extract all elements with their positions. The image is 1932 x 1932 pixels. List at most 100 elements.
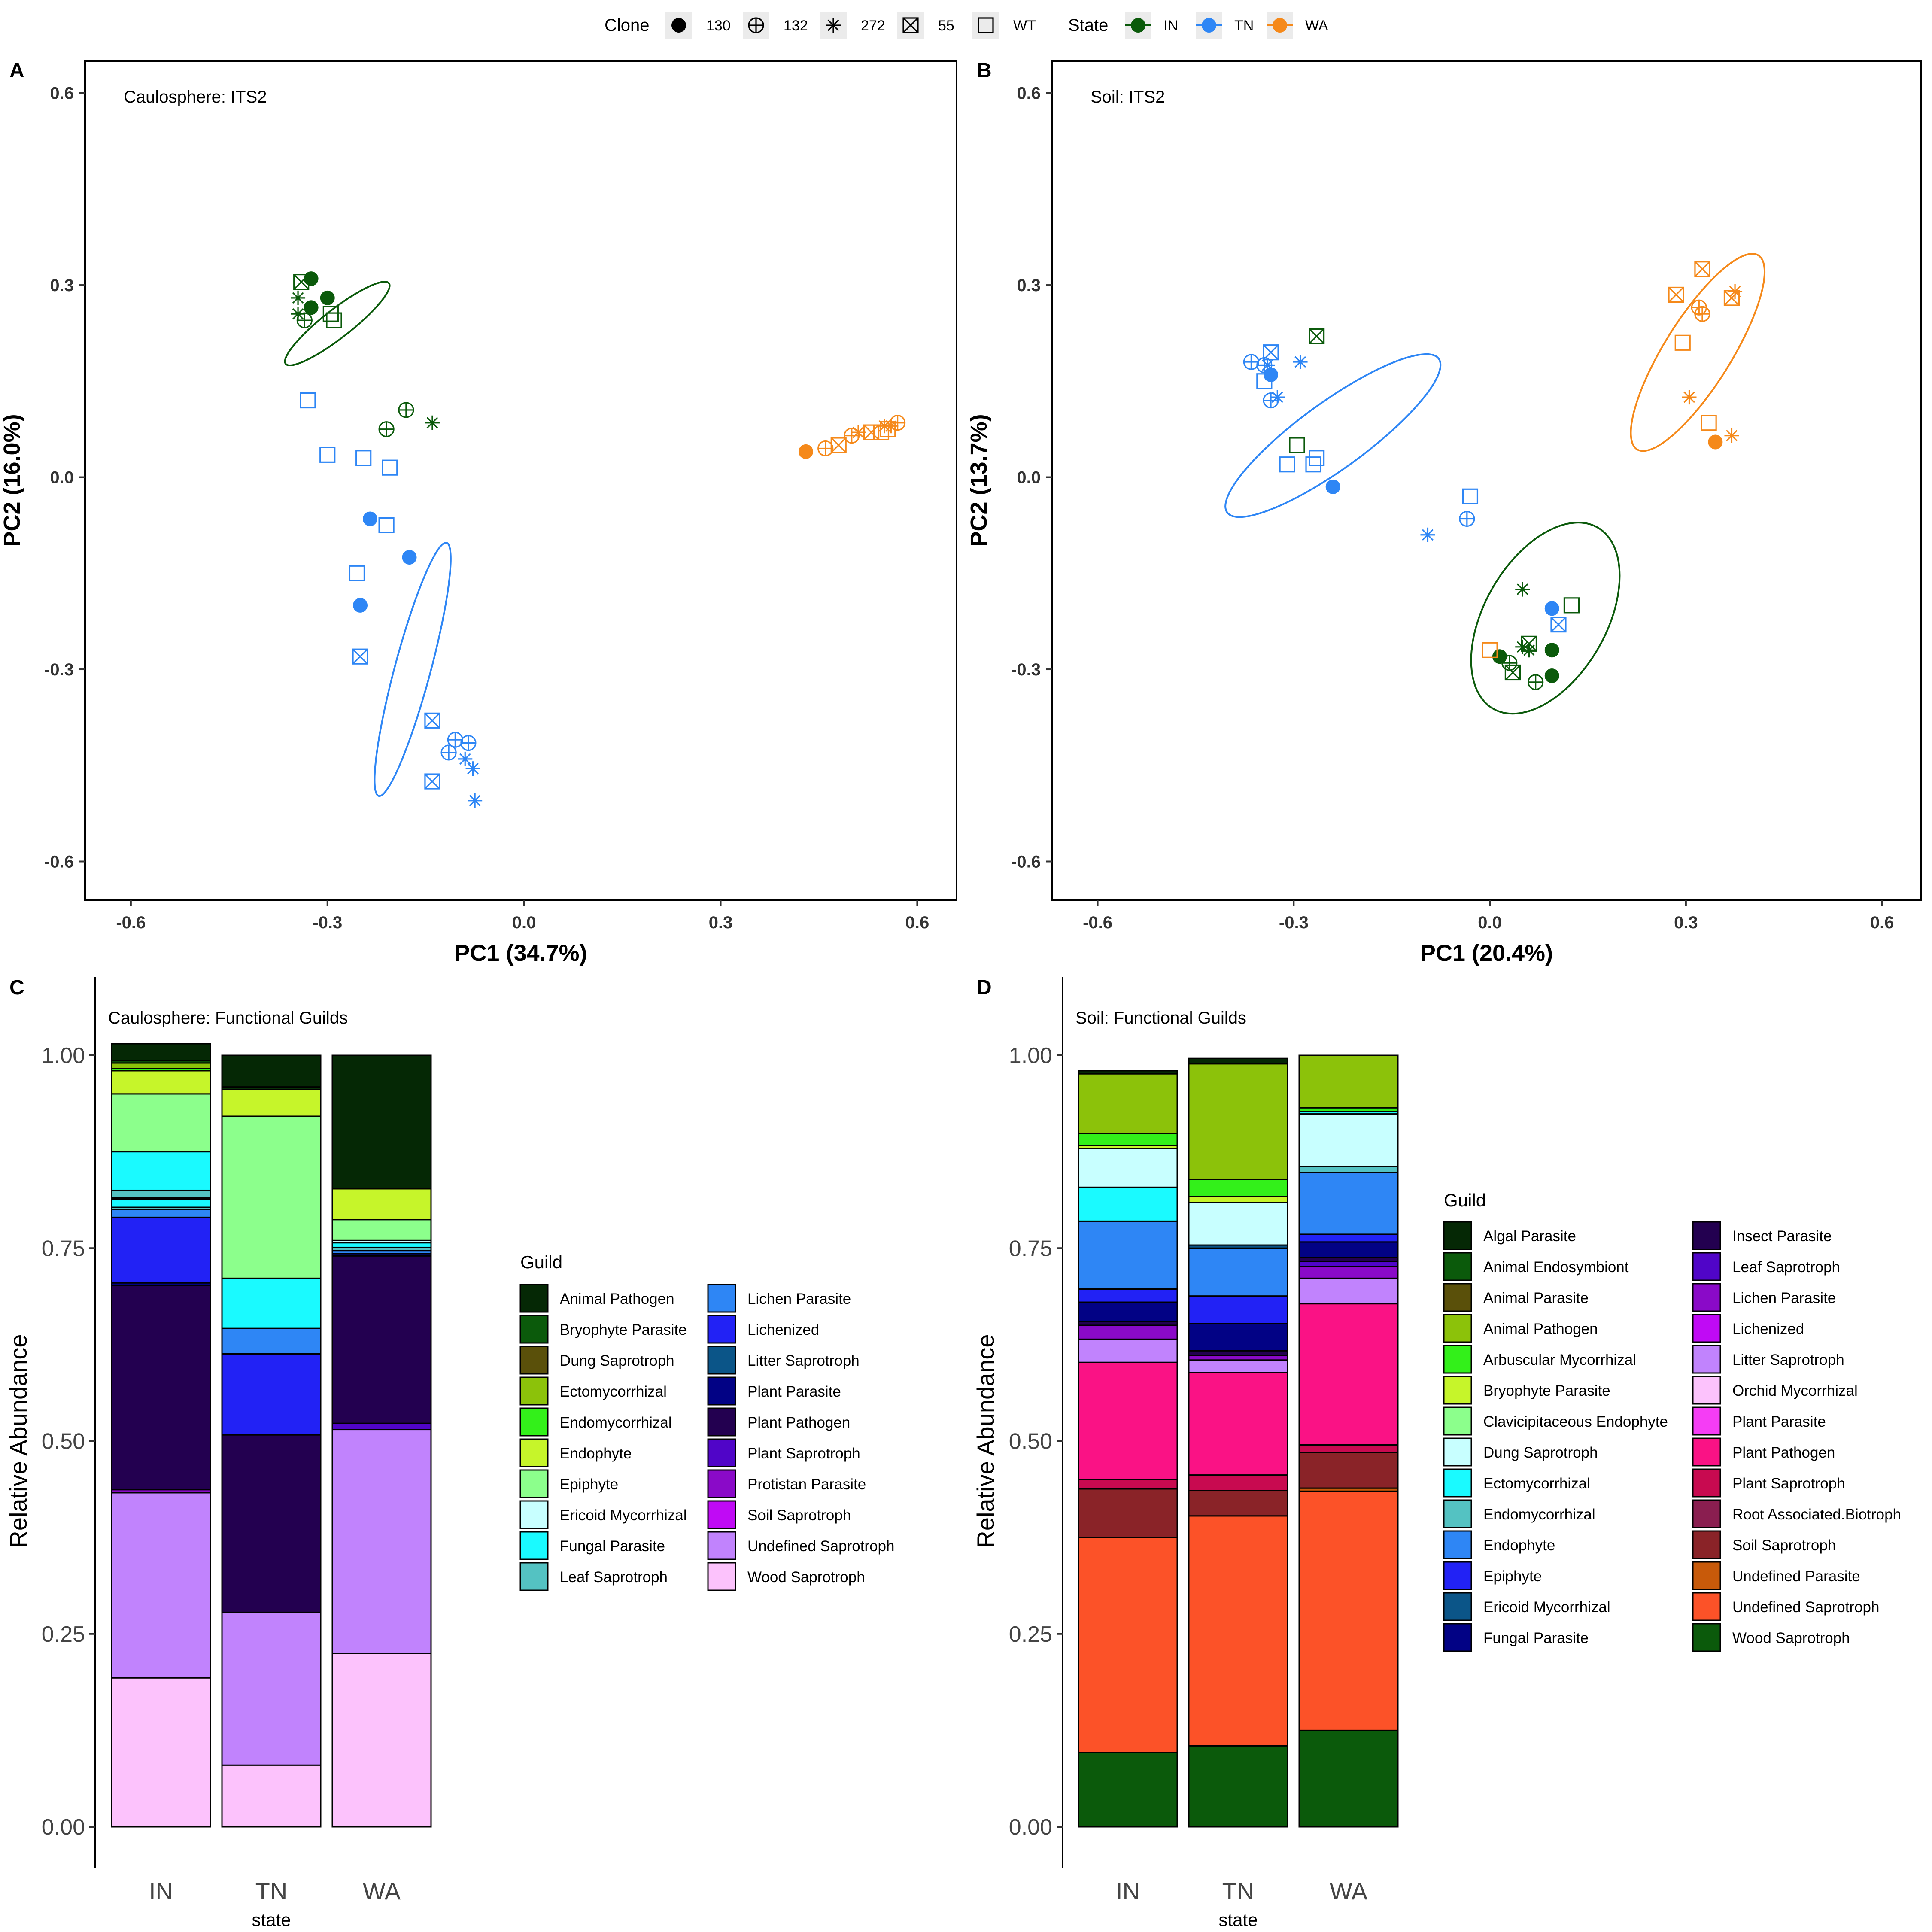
bar-segment bbox=[331, 1242, 432, 1248]
panel-letter: C bbox=[9, 976, 24, 999]
legend-label: Endomycorrhizal bbox=[1483, 1506, 1595, 1523]
point-WA-272-shape bbox=[1682, 390, 1697, 405]
clone-key-label: 132 bbox=[784, 18, 808, 34]
legend-label: Animal Endosymbiont bbox=[1483, 1259, 1629, 1276]
point-IN-WT-shape bbox=[1289, 437, 1305, 453]
legend-swatch bbox=[1692, 1561, 1721, 1590]
series-WA bbox=[1482, 253, 1766, 658]
point-WA-272 bbox=[1724, 428, 1739, 443]
bar-segment bbox=[1078, 1148, 1178, 1188]
y-tick-label: 1.00 bbox=[42, 1043, 85, 1068]
legend-label: Fungal Parasite bbox=[560, 1538, 665, 1555]
point-TN-55-cross bbox=[1550, 617, 1567, 632]
bar-segment bbox=[1298, 1233, 1399, 1243]
point-WA-132-cross bbox=[818, 441, 833, 456]
legend-swatch bbox=[519, 1346, 549, 1375]
clone-key-label: 272 bbox=[861, 18, 885, 34]
bar-segment bbox=[1298, 1172, 1399, 1235]
legend-label: Litter Saprotroph bbox=[1732, 1352, 1844, 1368]
panel-annotation: Soil: Functional Guilds bbox=[1075, 1009, 1246, 1027]
y-tick-label: 1.00 bbox=[1009, 1043, 1052, 1068]
point-IN-130 bbox=[1544, 643, 1559, 658]
point-TN-132-cross bbox=[441, 745, 456, 760]
legend-swatch bbox=[519, 1407, 549, 1437]
legend-label: Undefined Saprotroph bbox=[1732, 1599, 1879, 1616]
point-TN-WT bbox=[300, 392, 316, 409]
point-TN-WT bbox=[349, 565, 365, 581]
series-IN bbox=[284, 271, 440, 437]
legend-label: Plant Parasite bbox=[747, 1383, 841, 1400]
legend-label: Animal Parasite bbox=[1483, 1290, 1589, 1306]
point-IN-55-shape bbox=[1309, 328, 1325, 344]
point-WA-272 bbox=[851, 425, 866, 440]
point-IN-132-cross bbox=[1502, 656, 1517, 671]
point-TN-130 bbox=[353, 598, 368, 613]
bar-segment bbox=[221, 1088, 322, 1117]
legend-swatch bbox=[1692, 1314, 1721, 1343]
legend-label: Ericoid Mycorrhizal bbox=[1483, 1599, 1610, 1616]
point-WA-130 bbox=[1708, 434, 1723, 450]
state-key-dot bbox=[1131, 18, 1145, 33]
y-tick-label: -0.6 bbox=[1011, 853, 1041, 872]
legend-swatch bbox=[707, 1562, 736, 1591]
bar-segment bbox=[1188, 1490, 1288, 1517]
point-IN-WT bbox=[1563, 597, 1580, 614]
x-tick-label: 0.0 bbox=[512, 913, 536, 932]
x-tick-label: IN bbox=[1116, 1877, 1140, 1905]
point-IN-WT bbox=[322, 306, 339, 322]
point-WA-55 bbox=[863, 424, 880, 440]
point-TN-WT-shape bbox=[300, 392, 316, 409]
point-IN-272-shape bbox=[291, 307, 306, 322]
legend-label: Wood Saprotroph bbox=[1732, 1630, 1850, 1646]
point-WA-272 bbox=[1682, 390, 1697, 405]
point-WA-272 bbox=[884, 419, 899, 434]
point-IN-130 bbox=[304, 300, 319, 315]
legend-label: Bryophyte Parasite bbox=[1483, 1382, 1610, 1399]
panel-annotation: Caulosphere: Functional Guilds bbox=[108, 1009, 348, 1027]
legend-label: Endomycorrhizal bbox=[560, 1414, 672, 1431]
point-TN-WT-shape bbox=[1305, 456, 1321, 473]
point-TN-WT bbox=[382, 459, 398, 476]
clone-legend-title: Clone bbox=[605, 16, 650, 35]
point-TN-WT-shape bbox=[1279, 456, 1295, 473]
legend-swatch bbox=[707, 1315, 736, 1344]
bar-segment bbox=[1078, 1537, 1178, 1753]
confidence-ellipse-TN bbox=[1224, 353, 1442, 518]
legend-label: Ectomycorrhizal bbox=[560, 1383, 667, 1400]
point-TN-272-shape bbox=[465, 761, 480, 776]
point-TN-WT bbox=[1309, 450, 1325, 466]
point-IN-132 bbox=[378, 421, 395, 437]
point-IN-130 bbox=[320, 290, 335, 305]
guild-legend: Guild Algal Parasite Animal Endosymbiont An… bbox=[1443, 1190, 1901, 1652]
legend-swatch bbox=[707, 1469, 736, 1498]
bar-segment bbox=[1078, 1488, 1178, 1538]
panel-letter: A bbox=[9, 59, 24, 82]
point-TN-272 bbox=[468, 793, 483, 808]
panel-c-stacked-bar: C Caulosphere: Functional Guilds 0.00 0.25 0… bbox=[5, 976, 894, 1930]
legend-label: Leaf Saprotroph bbox=[560, 1569, 668, 1586]
clone-key-label: 55 bbox=[938, 18, 954, 34]
point-WA-132-cross bbox=[844, 428, 859, 443]
bar-segment bbox=[1188, 1063, 1288, 1180]
clone-key-label: 130 bbox=[706, 18, 731, 34]
point-TN-272 bbox=[465, 761, 480, 776]
point-WA-272-shape bbox=[1728, 284, 1743, 299]
x-tick-label: TN bbox=[255, 1877, 288, 1905]
legend-label: Arbuscular Mycorrhizal bbox=[1483, 1352, 1636, 1368]
point-IN-272 bbox=[1515, 582, 1530, 597]
point-TN-WT bbox=[1305, 456, 1321, 473]
clone-key-55-shape bbox=[902, 17, 919, 33]
point-WA-272-shape bbox=[884, 419, 899, 434]
y-tick-label: -0.3 bbox=[44, 660, 74, 679]
point-WA-272-shape bbox=[1724, 428, 1739, 443]
y-tick-label: 0.6 bbox=[50, 84, 74, 103]
point-IN-272-shape bbox=[1522, 643, 1537, 658]
bar-segment bbox=[1298, 1729, 1399, 1828]
x-axis-label: PC1 (34.7%) bbox=[454, 940, 587, 966]
legend-swatch bbox=[707, 1438, 736, 1467]
point-IN-272 bbox=[1522, 643, 1537, 658]
point-TN-WT-shape bbox=[1256, 373, 1273, 389]
point-WA-55-cross bbox=[1724, 290, 1740, 306]
y-axis-label: Relative Abundance bbox=[972, 1334, 999, 1548]
y-tick-label: 0.75 bbox=[1009, 1236, 1052, 1261]
